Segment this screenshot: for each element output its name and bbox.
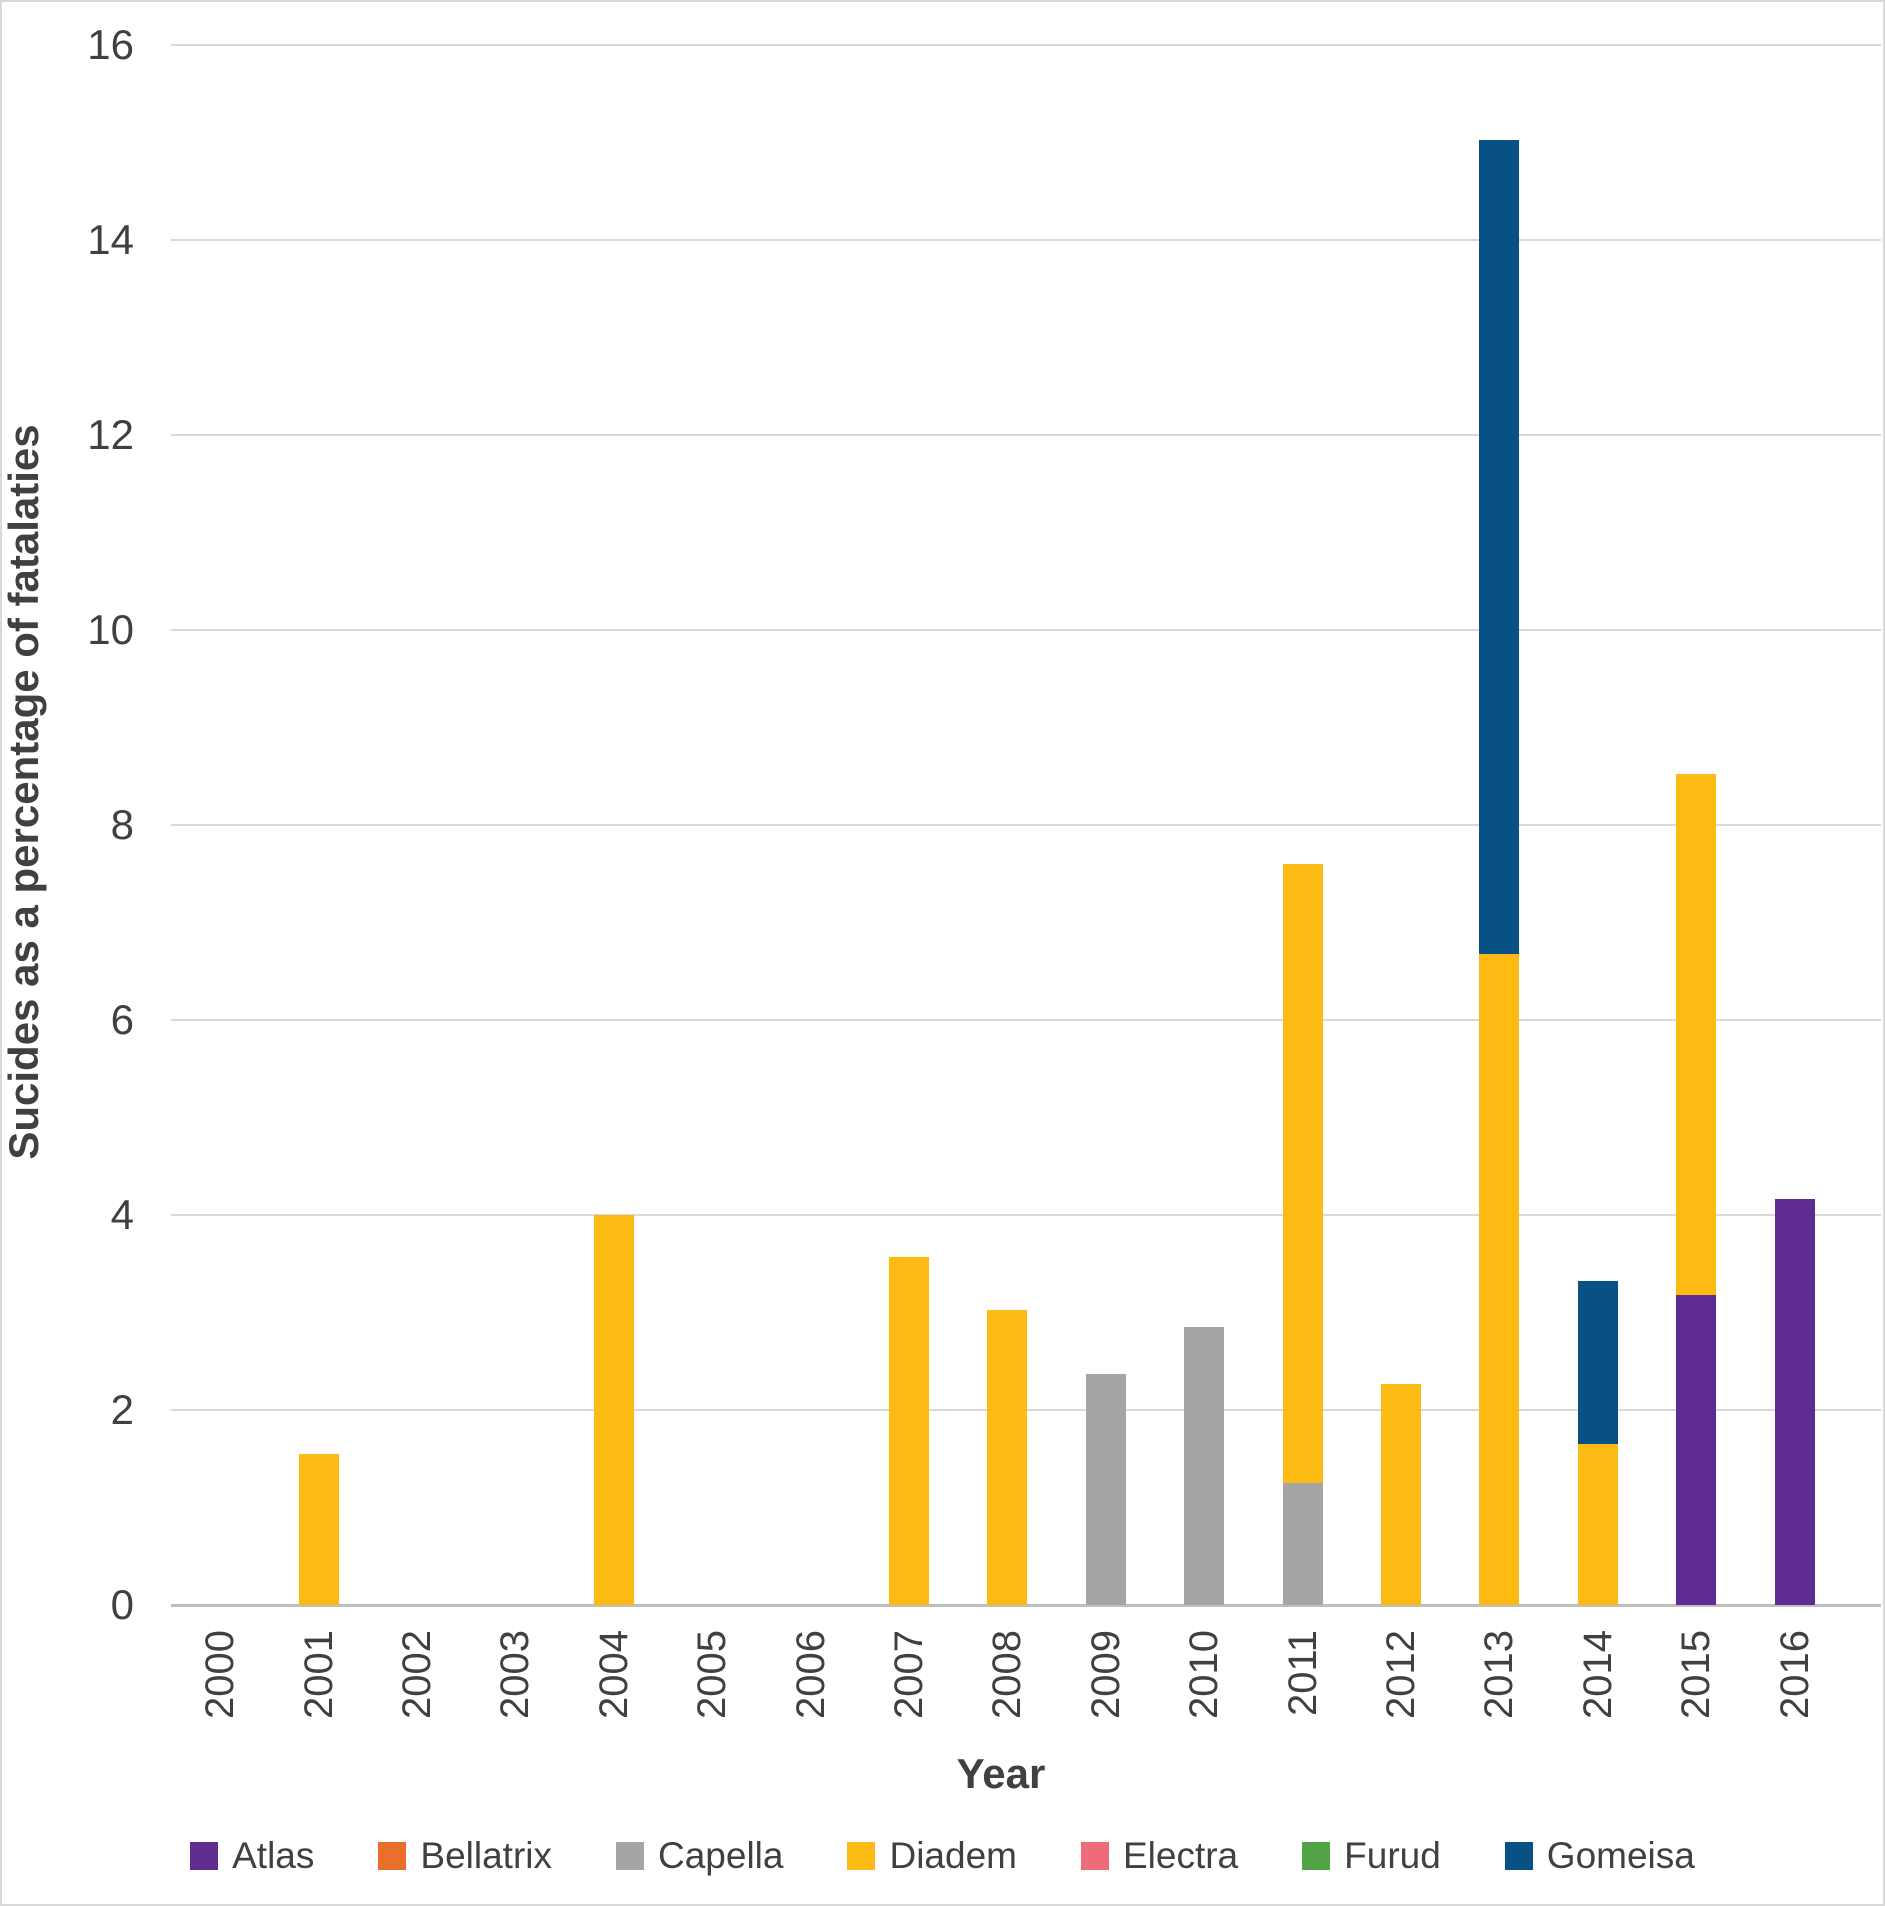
legend-item-electra: Electra — [1080, 1834, 1239, 1878]
legend-swatch-atlas — [190, 1842, 219, 1870]
bar-segment-diadem-2014 — [1577, 1444, 1618, 1605]
legend-swatch-diadem — [847, 1842, 876, 1870]
plot-area — [171, 44, 1881, 1607]
legend-label: Atlas — [232, 1835, 315, 1876]
bar-segment-diadem-2013 — [1479, 953, 1520, 1605]
legend-swatch-furud — [1302, 1842, 1331, 1870]
h-gridline — [171, 239, 1881, 241]
x-axis-title: Year — [956, 1750, 1046, 1797]
bar-segment-gomeisa-2013 — [1479, 139, 1520, 954]
h-gridline — [171, 824, 1881, 826]
y-tick-label: 4 — [110, 1191, 134, 1238]
h-gridline — [171, 434, 1881, 436]
legend-swatch-electra — [1080, 1842, 1109, 1870]
bar-segment-capella-2009 — [1085, 1373, 1126, 1605]
y-tick-label: 14 — [87, 216, 134, 263]
bar-segment-diadem-2007 — [889, 1256, 929, 1605]
x-axis-line — [171, 1604, 1881, 1607]
legend-label: Diadem — [889, 1835, 1017, 1876]
y-tick-label: 2 — [110, 1386, 134, 1433]
legend-item-atlas: Atlas — [190, 1834, 314, 1878]
legend: Atlas Bellatrix Capella Diadem Electra Furud G… — [2, 1834, 1883, 1878]
y-tick-label: 12 — [87, 411, 134, 458]
y-tick-label: 6 — [110, 996, 134, 1043]
legend-item-gomeisa: Gomeisa — [1504, 1834, 1695, 1878]
h-gridline — [171, 1019, 1881, 1021]
bar-segment-diadem-2004 — [593, 1215, 634, 1605]
legend-item-diadem: Diadem — [847, 1834, 1017, 1878]
legend-label: Electra — [1122, 1835, 1239, 1876]
h-gridline — [171, 1214, 1881, 1216]
bar-segment-diadem-2011 — [1282, 864, 1323, 1484]
h-gridline — [171, 44, 1881, 46]
bar-segment-diadem-2012 — [1381, 1383, 1421, 1605]
legend-item-capella: Capella — [616, 1834, 783, 1878]
bar-segment-diadem-2015 — [1676, 774, 1717, 1295]
bar-segment-diadem-2008 — [987, 1309, 1028, 1605]
bar-segment-diadem-2001 — [298, 1453, 339, 1605]
legend-swatch-capella — [616, 1842, 644, 1870]
legend-swatch-bellatrix — [378, 1842, 407, 1870]
legend-swatch-gomeisa — [1504, 1842, 1533, 1870]
y-tick-label: 16 — [87, 21, 134, 68]
h-gridline — [171, 629, 1881, 631]
bar-segment-atlas-2015 — [1676, 1294, 1717, 1605]
legend-label: Gomeisa — [1546, 1835, 1695, 1876]
y-tick-label: 8 — [110, 801, 134, 848]
y-tick-label: 10 — [87, 606, 134, 653]
legend-label: Capella — [658, 1835, 784, 1876]
bar-segment-capella-2010 — [1184, 1327, 1225, 1605]
legend-item-bellatrix: Bellatrix — [378, 1834, 552, 1878]
y-tick-label: 0 — [110, 1581, 134, 1628]
legend-item-furud: Furud — [1302, 1834, 1441, 1878]
bar-segment-atlas-2016 — [1774, 1199, 1815, 1605]
bar-segment-gomeisa-2014 — [1577, 1281, 1618, 1445]
legend-label: Bellatrix — [420, 1835, 552, 1876]
legend-label: Furud — [1344, 1835, 1441, 1876]
bar-segment-capella-2011 — [1282, 1483, 1323, 1605]
